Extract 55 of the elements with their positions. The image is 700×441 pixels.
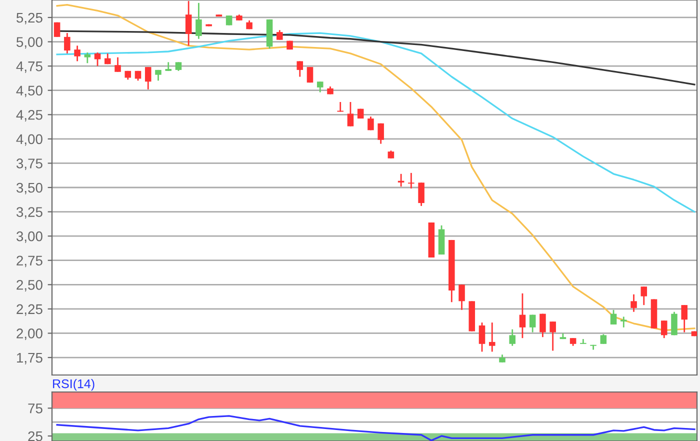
y-tick-label: 1,75	[17, 352, 42, 364]
candlestick	[226, 14, 232, 26]
candlestick	[408, 172, 414, 190]
line-series	[56, 415, 696, 441]
y-tick-label: 4,50	[16, 86, 42, 98]
candlestick	[84, 52, 91, 64]
candlestick	[276, 29, 283, 41]
candlestick	[368, 116, 374, 131]
candlestick	[296, 60, 304, 78]
y-tick-label: 5,25	[16, 12, 42, 24]
y-tick-label: 75	[28, 404, 42, 414]
chart-title: RSI(14)	[53, 379, 94, 391]
y-tick-label: 2,00	[16, 328, 42, 340]
candlestick	[671, 311, 678, 336]
candlestick	[550, 320, 556, 352]
candlestick	[74, 44, 80, 62]
candlestick	[640, 286, 648, 306]
y-tick-label: 2,50	[16, 280, 42, 292]
y-tick-label: 5,00	[16, 37, 42, 49]
y-tick-label: 4,75	[16, 62, 42, 73]
candlestick	[620, 316, 628, 328]
y-tick-label: 4,00	[16, 134, 42, 146]
candlestick	[144, 66, 152, 90]
line-series	[56, 32, 696, 213]
candlestick	[54, 22, 60, 38]
candlestick	[418, 182, 424, 207]
candlestick	[610, 309, 617, 326]
candlestick	[458, 284, 465, 311]
y-tick-label: 4,25	[16, 110, 42, 122]
y-tick-label: 3,50	[16, 182, 42, 194]
candlestick	[114, 56, 121, 73]
candlestick	[378, 122, 384, 144]
y-tick-label: 3,00	[16, 231, 42, 243]
candlestick	[478, 322, 486, 352]
candlestick	[681, 304, 688, 333]
candlestick	[509, 328, 516, 347]
candlestick	[540, 313, 546, 338]
y-tick-label: 3,75	[16, 158, 42, 170]
y-tick-label: 2,25	[16, 304, 42, 316]
y-tick-label: 3,25	[16, 207, 42, 219]
candlestick	[600, 334, 607, 345]
candlestick	[64, 32, 70, 54]
y-tick-label: 2,75	[16, 256, 42, 268]
y-tick-label: 25	[28, 431, 42, 441]
candlestick	[347, 101, 354, 127]
candlestick	[306, 66, 314, 84]
candlestick	[316, 80, 324, 93]
candlestick	[660, 320, 668, 339]
candlestick	[94, 52, 101, 67]
candlestick	[630, 294, 637, 313]
candlestick	[196, 2, 202, 40]
candlestick	[185, 0, 192, 46]
candlestick	[519, 292, 526, 339]
candlestick	[529, 314, 536, 333]
candlestick	[488, 322, 496, 352]
